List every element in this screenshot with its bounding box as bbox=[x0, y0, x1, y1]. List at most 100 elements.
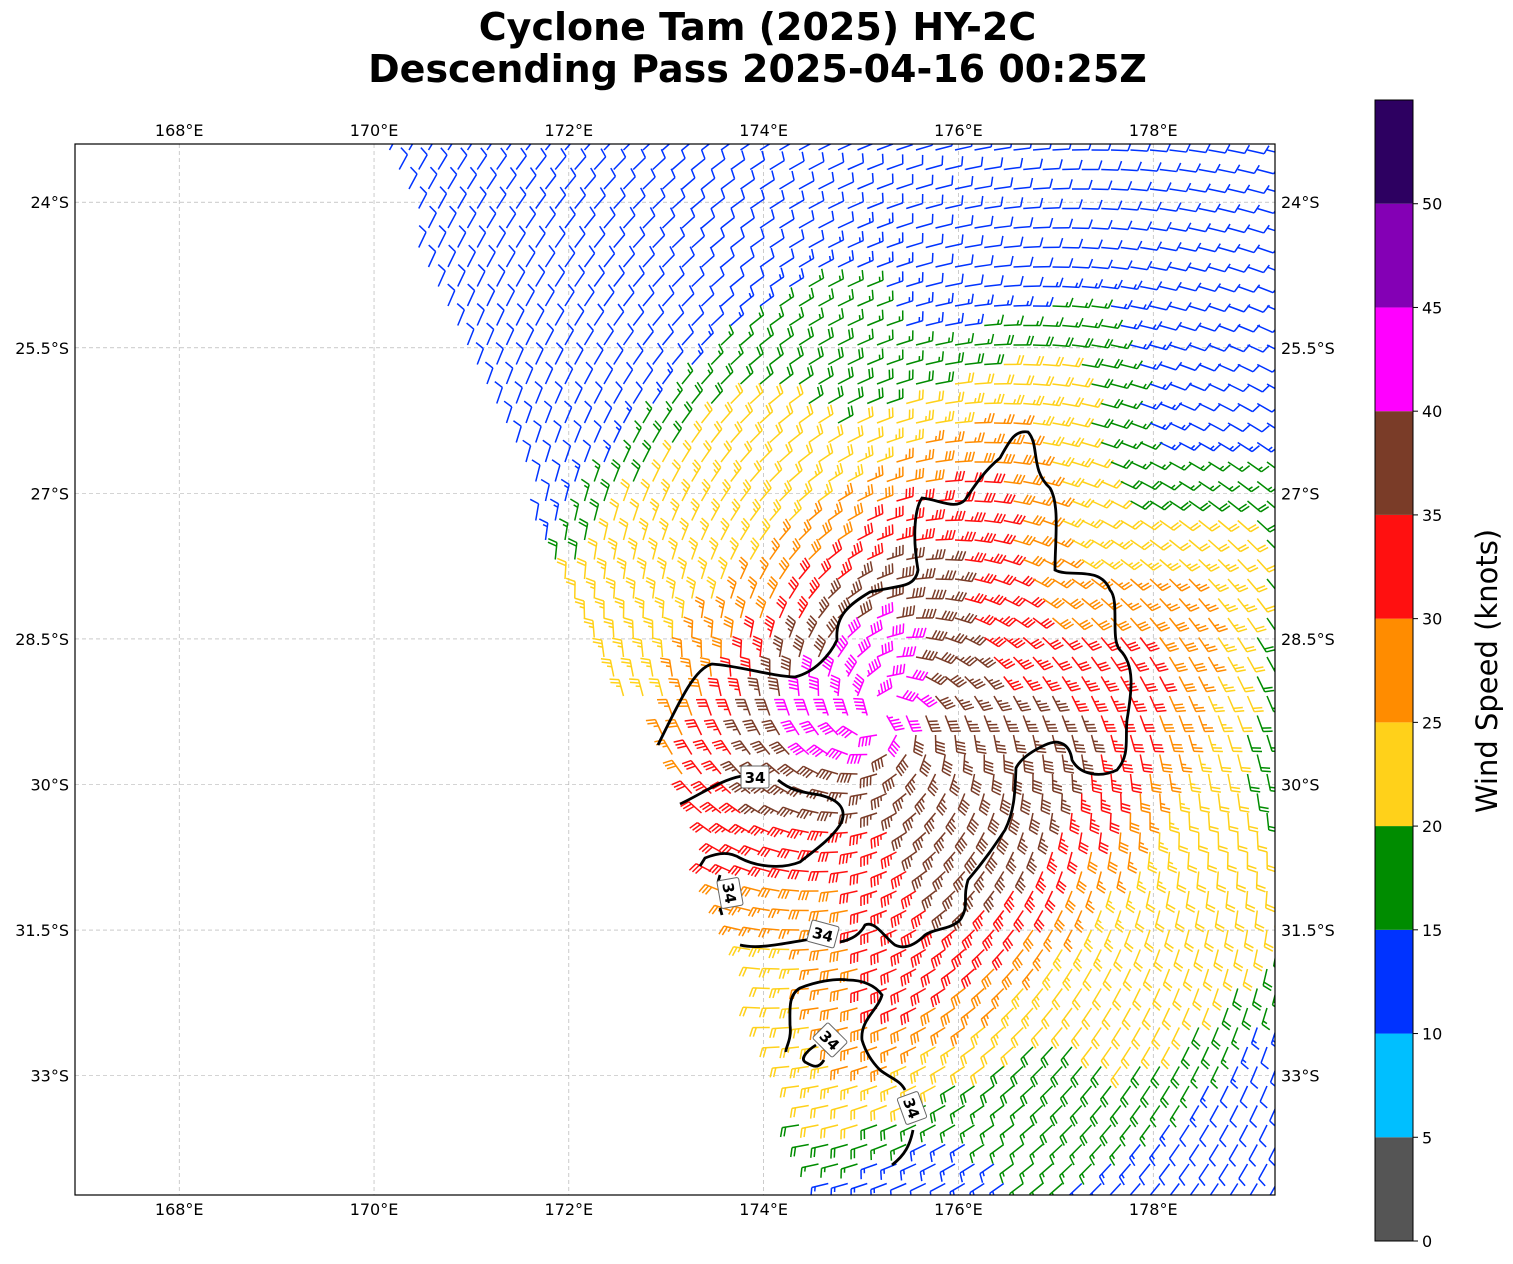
wind-barb bbox=[1139, 519, 1163, 531]
wind-barb bbox=[980, 1046, 995, 1067]
wind-barb bbox=[1277, 599, 1296, 613]
wind-barb bbox=[925, 429, 945, 444]
wind-barb bbox=[1091, 458, 1114, 469]
wind-barb bbox=[979, 1124, 995, 1145]
wind-barb bbox=[974, 452, 996, 463]
wind-barb bbox=[1139, 754, 1154, 773]
wind-barb bbox=[1149, 221, 1172, 232]
wind-barb bbox=[896, 144, 914, 151]
wind-barb bbox=[941, 890, 956, 912]
wind-barb bbox=[974, 373, 995, 385]
wind-barb bbox=[939, 1124, 956, 1144]
wind-barb bbox=[896, 330, 914, 346]
wind-barb bbox=[1277, 755, 1291, 772]
wind-barb bbox=[866, 465, 884, 483]
wind-barb bbox=[930, 1026, 946, 1046]
wind-barb bbox=[1072, 949, 1083, 972]
wind-barb bbox=[755, 595, 767, 619]
wind-barb bbox=[919, 1046, 936, 1065]
wind-barb bbox=[935, 371, 955, 385]
wind-barb bbox=[1211, 1027, 1221, 1050]
wind-barb bbox=[642, 245, 656, 268]
wind-barb bbox=[1247, 461, 1270, 473]
wind-barb bbox=[889, 1182, 907, 1195]
wind-barb bbox=[661, 362, 674, 385]
wind-barb bbox=[1168, 734, 1184, 753]
wind-barb bbox=[1040, 793, 1052, 815]
wind-barb bbox=[1207, 578, 1230, 593]
wind-barb bbox=[935, 410, 955, 424]
wind-barb bbox=[901, 851, 917, 872]
wind-barb bbox=[1150, 1066, 1161, 1089]
wind-barb bbox=[809, 1104, 829, 1119]
wind-barb bbox=[1246, 773, 1261, 793]
wind-barb bbox=[810, 1182, 829, 1195]
wind-barb bbox=[792, 634, 805, 658]
wind-barb bbox=[974, 255, 994, 268]
wind-barb bbox=[1032, 617, 1055, 629]
wind-barb bbox=[535, 264, 546, 287]
wind-barb bbox=[939, 1046, 956, 1066]
wind-barb bbox=[408, 166, 418, 190]
wind-barb bbox=[758, 927, 780, 938]
wind-barb bbox=[1183, 929, 1194, 953]
wind-barb bbox=[788, 422, 804, 444]
wind-barb bbox=[603, 284, 615, 307]
wind-barb bbox=[847, 579, 863, 600]
wind-barb bbox=[987, 812, 1000, 836]
wind-barb bbox=[567, 537, 578, 560]
wind-barb bbox=[1129, 656, 1150, 672]
wind-barb bbox=[927, 773, 939, 797]
wind-barb bbox=[886, 388, 904, 405]
wind-barb bbox=[816, 811, 839, 822]
wind-barb bbox=[1196, 871, 1207, 894]
wind-barb bbox=[525, 144, 532, 151]
wind-barb bbox=[1119, 1124, 1132, 1147]
wind-barb bbox=[1171, 1027, 1181, 1050]
wind-barb bbox=[701, 760, 722, 775]
wind-barb bbox=[671, 636, 683, 658]
wind-barb bbox=[1100, 793, 1111, 815]
wind-barb bbox=[1277, 166, 1299, 174]
wind-barb bbox=[1178, 715, 1195, 733]
contour-34kt bbox=[891, 1129, 915, 1167]
wind-barb bbox=[808, 675, 820, 697]
wind-barb bbox=[1237, 676, 1255, 693]
wind-barb bbox=[729, 537, 739, 560]
wind-barb bbox=[671, 188, 686, 210]
wind-barb bbox=[806, 830, 829, 841]
wind-barb bbox=[837, 444, 854, 463]
wind-barb bbox=[1140, 321, 1163, 331]
contour-label: 34 bbox=[806, 919, 840, 949]
wind-barb bbox=[984, 553, 1007, 565]
wind-barb bbox=[964, 715, 981, 733]
wind-barb bbox=[769, 344, 784, 366]
wind-barb bbox=[759, 402, 774, 424]
wind-barb bbox=[1207, 617, 1228, 633]
wind-barb bbox=[974, 492, 996, 503]
wind-barb bbox=[1100, 1046, 1112, 1069]
wind-barb bbox=[1218, 243, 1241, 253]
wind-barb bbox=[1003, 676, 1024, 691]
wind-barb bbox=[1071, 457, 1095, 468]
wind-barb bbox=[457, 225, 467, 248]
wind-barb bbox=[1152, 988, 1162, 1011]
wind-barb bbox=[1049, 812, 1060, 835]
wind-barb bbox=[925, 155, 944, 171]
wind-barb bbox=[925, 548, 946, 561]
wind-barb bbox=[591, 459, 601, 482]
wind-barb bbox=[622, 323, 634, 346]
wind-barb bbox=[954, 411, 975, 424]
wind-barb bbox=[860, 890, 878, 906]
wind-barb bbox=[935, 570, 957, 581]
wind-barb bbox=[728, 946, 751, 957]
wind-barb bbox=[945, 391, 965, 405]
wind-barb bbox=[1071, 179, 1093, 190]
wind-barb bbox=[1253, 949, 1264, 972]
wind-barb bbox=[915, 608, 937, 619]
wind-barb bbox=[1071, 498, 1095, 508]
wind-barb bbox=[759, 247, 775, 268]
wind-barb bbox=[688, 862, 712, 875]
wind-barb bbox=[1130, 421, 1153, 430]
